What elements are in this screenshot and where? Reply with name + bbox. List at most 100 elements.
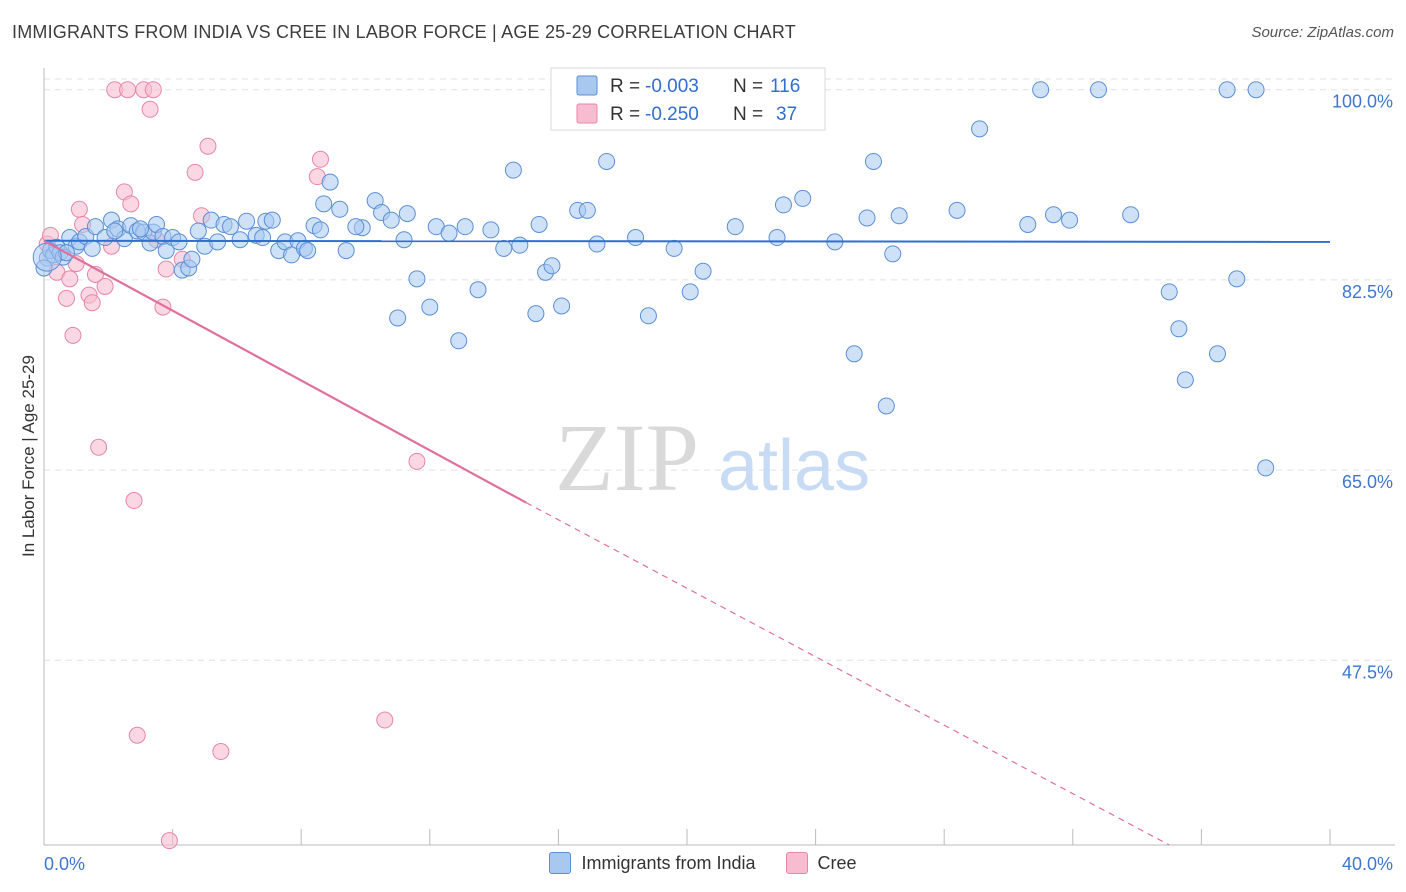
cree-point-5 <box>64 326 82 344</box>
india-point-36 <box>238 212 256 230</box>
cree-point-11 <box>90 438 108 456</box>
india-point-106 <box>1208 345 1226 363</box>
india-point-51 <box>337 242 355 260</box>
tick-labels: 0.0% 40.0% 100.0% 82.5% 65.0% 47.5% <box>44 92 1393 874</box>
india-point-95 <box>948 201 966 219</box>
axes <box>43 68 1395 846</box>
india-point-116 <box>347 218 365 236</box>
india-point-47 <box>311 221 329 239</box>
india-point-96 <box>971 120 989 138</box>
trend-line-cree <box>43 239 527 504</box>
india-point-71 <box>527 305 545 323</box>
india-point-113 <box>106 222 124 240</box>
india-point-84 <box>726 218 744 236</box>
legend-item-india[interactable]: Immigrants from India <box>549 852 756 874</box>
cree-point-26 <box>160 832 178 850</box>
legend-n-label-cree: N = <box>733 104 763 125</box>
india-point-49 <box>321 173 339 191</box>
cree-point-25 <box>157 260 175 278</box>
india-point-110 <box>1257 459 1275 477</box>
legend-r-label-india: R = <box>610 76 640 97</box>
india-point-83 <box>694 262 712 280</box>
india-point-70 <box>530 215 548 233</box>
india-point-28 <box>183 250 201 268</box>
india-point-97 <box>1019 215 1037 233</box>
india-point-91 <box>864 152 882 170</box>
india-point-90 <box>858 209 876 227</box>
india-point-66 <box>482 221 500 239</box>
grid-lines <box>44 78 1395 661</box>
india-point-114 <box>131 220 149 238</box>
y-tick-label-2: 65.0% <box>1342 472 1393 492</box>
series-legend: Immigrants from India Cree <box>0 852 1406 874</box>
legend-swatch-india <box>576 75 598 96</box>
india-point-39 <box>263 211 281 229</box>
cree-point-3 <box>58 289 76 307</box>
cree-point-16 <box>119 81 137 99</box>
india-point-107 <box>1218 81 1236 99</box>
india-point-81 <box>665 239 683 257</box>
india-point-35 <box>231 231 249 249</box>
india-point-115 <box>254 229 272 247</box>
india-point-65 <box>469 281 487 299</box>
india-point-76 <box>578 201 596 219</box>
india-point-85 <box>768 229 786 247</box>
cree-point-28 <box>186 163 204 181</box>
india-point-99 <box>1045 206 1063 224</box>
india-point-68 <box>504 161 522 179</box>
legend-item-cree[interactable]: Cree <box>785 852 857 874</box>
cree-point-34 <box>376 711 394 729</box>
india-point-60 <box>421 298 439 316</box>
india-point-89 <box>845 345 863 363</box>
chart-source: Source: ZipAtlas.com <box>1251 24 1394 41</box>
india-point-94 <box>890 207 908 225</box>
series-india-points <box>32 81 1275 477</box>
legend-n-label-india: N = <box>733 76 763 97</box>
legend-swatch-india <box>549 852 572 874</box>
cree-point-19 <box>128 726 146 744</box>
india-point-79 <box>627 229 645 247</box>
legend-swatch-cree <box>785 852 808 874</box>
india-point-29 <box>189 222 207 240</box>
india-point-57 <box>395 231 413 249</box>
india-point-104 <box>1170 320 1188 338</box>
india-point-56 <box>389 309 407 327</box>
india-point-109 <box>1247 81 1265 99</box>
cree-point-17 <box>122 195 140 213</box>
stats-legend: R = -0.003 N = 116 R = -0.250 N = 37 <box>550 67 826 131</box>
india-point-92 <box>877 397 895 415</box>
cree-point-18 <box>125 492 143 510</box>
legend-swatch-cree <box>576 103 598 124</box>
india-point-48 <box>315 195 333 213</box>
india-point-77 <box>588 235 606 253</box>
x-tick-label-0: 0.0% <box>44 854 85 874</box>
india-point-69 <box>511 236 529 254</box>
india-point-78 <box>598 152 616 170</box>
india-point-64 <box>456 218 474 236</box>
cree-point-31 <box>212 743 230 761</box>
india-point-105 <box>1176 371 1194 389</box>
india-point-34 <box>221 218 239 236</box>
cree-point-30 <box>199 137 217 155</box>
india-point-101 <box>1090 81 1108 99</box>
cree-point-12 <box>96 277 114 295</box>
trend-line-india <box>43 239 1331 243</box>
india-point-102 <box>1122 206 1140 224</box>
legend-label-india: Immigrants from India <box>581 852 756 873</box>
cree-point-4 <box>61 270 79 288</box>
y-tick-label-3: 47.5% <box>1342 662 1393 682</box>
cree-point-6 <box>70 200 88 218</box>
legend-r-label-cree: R = <box>610 104 640 125</box>
cree-point-33 <box>311 150 329 168</box>
series-cree-points <box>38 81 426 850</box>
india-point-93 <box>884 245 902 263</box>
india-point-45 <box>299 242 317 260</box>
legend-n-value-india: 116 <box>770 76 800 97</box>
y-tick-label-1: 82.5% <box>1342 282 1393 302</box>
y-tick-label-0: 100.0% <box>1332 92 1393 112</box>
cree-point-22 <box>144 81 162 99</box>
india-point-82 <box>681 283 699 301</box>
india-point-55 <box>382 211 400 229</box>
cree-point-21 <box>141 100 159 118</box>
